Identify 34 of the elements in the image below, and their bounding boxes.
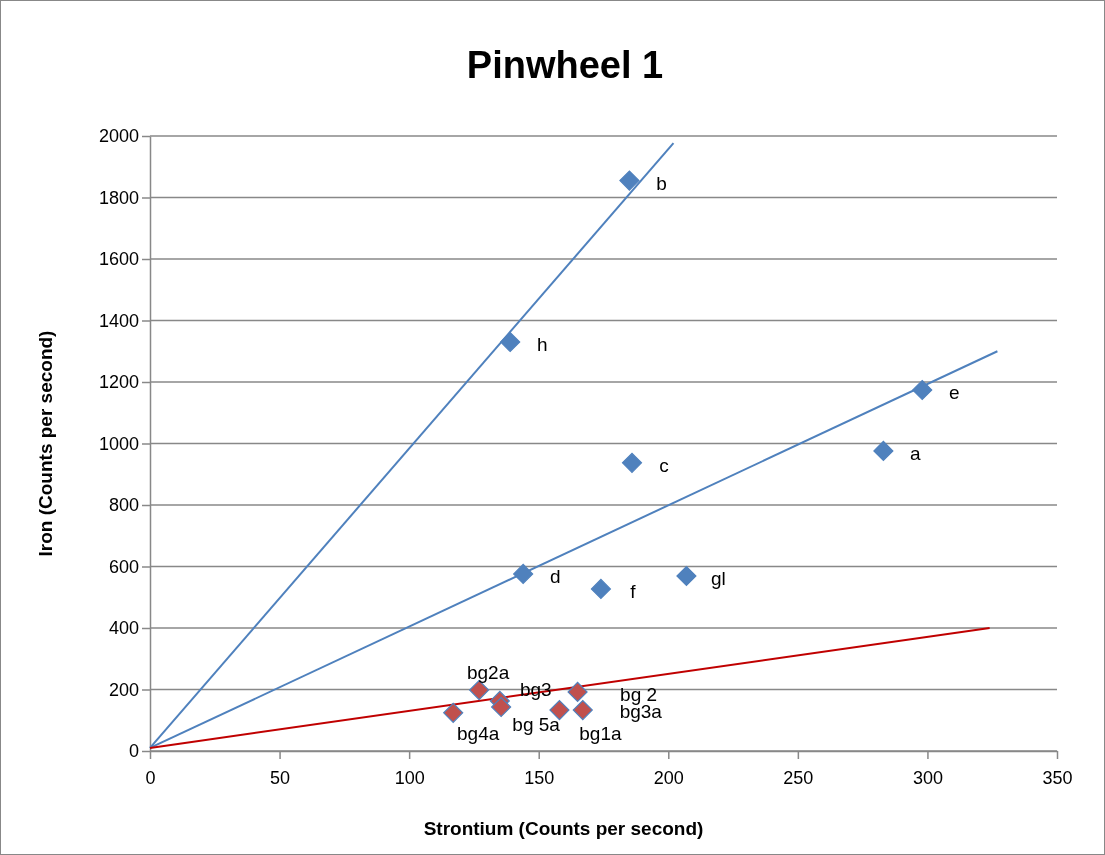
annotation: f	[630, 580, 637, 602]
y-tick-label: 1000	[98, 433, 139, 454]
x-tick-label: 150	[524, 767, 555, 788]
x-tick-label: 0	[145, 767, 156, 788]
y-tick-label: 200	[108, 679, 139, 700]
y-tick-label: 0	[128, 741, 139, 762]
annotation: bg2a	[466, 662, 510, 684]
annotation: c	[659, 454, 669, 476]
x-tick-label: 50	[270, 767, 291, 788]
annotation: h	[536, 334, 548, 356]
y-tick-label: 800	[108, 495, 139, 516]
y-tick-label: 1400	[98, 310, 139, 331]
y-tick-label: 600	[108, 556, 139, 577]
annotation: bg1a	[579, 723, 623, 745]
x-tick-label: 350	[1042, 767, 1073, 788]
y-axis-title: Iron (Counts per second)	[35, 330, 56, 557]
x-tick-label: 250	[783, 767, 814, 788]
x-axis-title: Strontium (Counts per second)	[423, 818, 704, 839]
y-tick-label: 1800	[98, 187, 139, 208]
annotation: b	[656, 172, 667, 194]
chart-title: Pinwheel 1	[466, 44, 664, 86]
y-tick-label: 1600	[98, 249, 139, 270]
x-tick-label: 200	[653, 767, 684, 788]
annotation: bg4a	[457, 722, 500, 744]
annotation: gl	[711, 568, 726, 590]
annotation: a	[910, 442, 922, 464]
y-tick-label: 1200	[98, 372, 139, 393]
annotation: bg 5a	[512, 714, 561, 736]
x-tick-label: 100	[394, 767, 425, 788]
y-tick-label: 400	[108, 618, 139, 639]
x-tick-label: 300	[912, 767, 943, 788]
y-tick-label: 2000	[98, 126, 139, 147]
annotation: d	[549, 565, 561, 587]
annotation: e	[948, 381, 960, 403]
